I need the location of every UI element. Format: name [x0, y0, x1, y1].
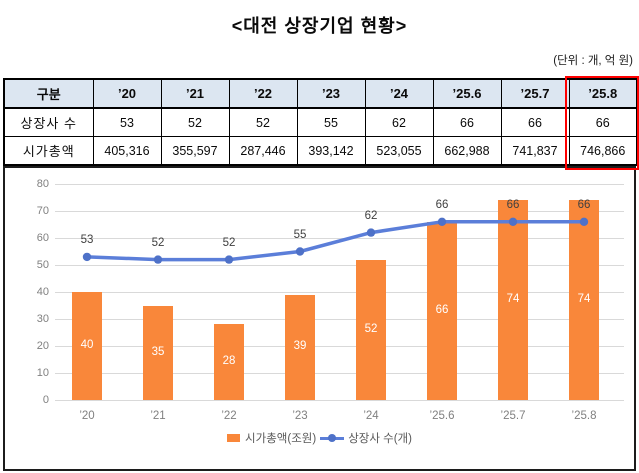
- x-axis-tick-label: ’20: [79, 410, 95, 422]
- gridline: [55, 346, 624, 347]
- line-value-label: 62: [364, 209, 378, 222]
- table-cell: 287,446: [228, 136, 298, 166]
- table-body: 상장사 수 53 52 52 55 62 66 66 66 시가총액 405,316 355,597 2…: [3, 107, 638, 166]
- table-row: 시가총액 405,316 355,597 287,446 393,142 523,055 6…: [3, 136, 638, 166]
- table-row: 상장사 수 53 52 52 55 62 66 66 66: [3, 107, 638, 137]
- bar-legend-swatch: [227, 434, 241, 442]
- x-axis-tick-label: ’24: [363, 410, 379, 422]
- table-header-cell: ’20: [92, 78, 162, 109]
- bar-value-label: 28: [222, 355, 236, 368]
- y-axis-tick-label: 10: [36, 367, 49, 379]
- line-value-label: 52: [222, 236, 236, 249]
- gridline: [55, 265, 624, 266]
- table-cell: 66: [500, 107, 570, 137]
- table-header-cell: ’21: [160, 78, 230, 109]
- table-header-row: 구분 ’20’21’22’23’24’25.6’25.7’25.8: [3, 78, 638, 109]
- y-axis-tick-label: 30: [36, 313, 49, 325]
- line-value-label: 55: [293, 228, 307, 241]
- row-label: 상장사 수: [3, 107, 94, 137]
- x-axis-tick-label: ’25.8: [571, 410, 597, 422]
- line-value-label: 66: [435, 198, 449, 211]
- gridline: [55, 400, 624, 401]
- table-cell: 52: [228, 107, 298, 137]
- bar: [72, 292, 102, 400]
- line-marker: [82, 252, 92, 262]
- line-value-label: 52: [151, 236, 165, 249]
- table-header-cell: ’24: [364, 78, 434, 109]
- line-marker: [224, 255, 234, 264]
- table-cell: 55: [296, 107, 366, 137]
- table-cell: 66: [432, 107, 502, 137]
- table-header-cell: ’23: [296, 78, 366, 109]
- x-axis-tick-label: ’21: [150, 410, 166, 422]
- bar: [285, 294, 315, 400]
- table-header-cell: ’25.7: [500, 78, 570, 109]
- table-header-cell: ’25.8: [568, 78, 638, 109]
- table-cell: 746,866: [568, 136, 638, 166]
- gridline: [55, 373, 624, 374]
- bar-value-label: 66: [435, 303, 449, 316]
- line-value-label: 66: [577, 198, 591, 211]
- bar: [143, 305, 173, 400]
- y-axis-tick-label: 40: [36, 286, 49, 298]
- chart-legend: 시가총액(조원) 상장사 수(개): [5, 430, 634, 446]
- x-axis-tick-label: ’25.7: [500, 410, 526, 422]
- table-cell: 393,142: [296, 136, 366, 166]
- bar-value-label: 40: [80, 339, 94, 351]
- line-marker: [366, 228, 376, 237]
- y-axis-tick-label: 50: [36, 259, 49, 271]
- table-cell: 523,055: [364, 136, 434, 166]
- y-axis-tick-label: 0: [42, 394, 49, 406]
- table-header-corner: 구분: [3, 78, 94, 109]
- table-cell: 662,988: [432, 136, 502, 166]
- bar-value-label: 39: [293, 340, 307, 353]
- summary-table: 구분 ’20’21’22’23’24’25.6’25.7’25.8 상장사 수 53…: [3, 78, 638, 166]
- row-label: 시가총액: [3, 136, 94, 166]
- table-cell: 52: [160, 107, 230, 137]
- bar: [214, 324, 244, 400]
- y-axis-tick-label: 70: [36, 205, 49, 217]
- table-cell: 355,597: [160, 136, 230, 166]
- y-axis-tick-label: 80: [36, 178, 49, 190]
- gridline: [55, 184, 624, 185]
- table-cell: 66: [568, 107, 638, 137]
- line-value-label: 66: [506, 198, 520, 211]
- y-axis-tick-label: 20: [36, 340, 49, 352]
- unit-label: (단위 : 개, 억 원): [553, 55, 633, 67]
- x-axis-tick-label: ’22: [221, 410, 237, 422]
- line-legend-marker: [320, 433, 345, 443]
- line-marker: [295, 247, 305, 256]
- gridline: [55, 319, 624, 320]
- gridline: [55, 211, 624, 212]
- bar: [356, 259, 386, 400]
- chart-container: 0 10 20 30 40 50 60 70 80 40 ’20 53 35 ’21 52 28 ’22 52 39…: [3, 166, 636, 471]
- bar-value-label: 52: [364, 322, 378, 335]
- line-legend-label: 상장사 수(개): [348, 433, 412, 445]
- bar-value-label: 74: [506, 293, 520, 306]
- bar-legend-label: 시가총액(조원): [245, 433, 317, 445]
- table-cell: 741,837: [500, 136, 570, 166]
- table-cell: 405,316: [92, 136, 162, 166]
- table-cell: 53: [92, 107, 162, 137]
- table-header-cell: ’25.6: [432, 78, 502, 109]
- bar-value-label: 35: [151, 345, 165, 358]
- page-title: <대전 상장기업 현황>: [231, 16, 408, 36]
- bar-value-label: 74: [577, 293, 591, 306]
- line-value-label: 53: [80, 233, 94, 246]
- table-cell: 62: [364, 107, 434, 137]
- gridline: [55, 292, 624, 293]
- line-legend-dot: [328, 434, 337, 442]
- y-axis-tick-label: 60: [36, 232, 49, 244]
- line-marker: [153, 255, 163, 264]
- table-header-cell: ’22: [228, 78, 298, 109]
- x-axis-tick-label: ’23: [292, 410, 308, 422]
- x-axis-tick-label: ’25.6: [429, 410, 455, 422]
